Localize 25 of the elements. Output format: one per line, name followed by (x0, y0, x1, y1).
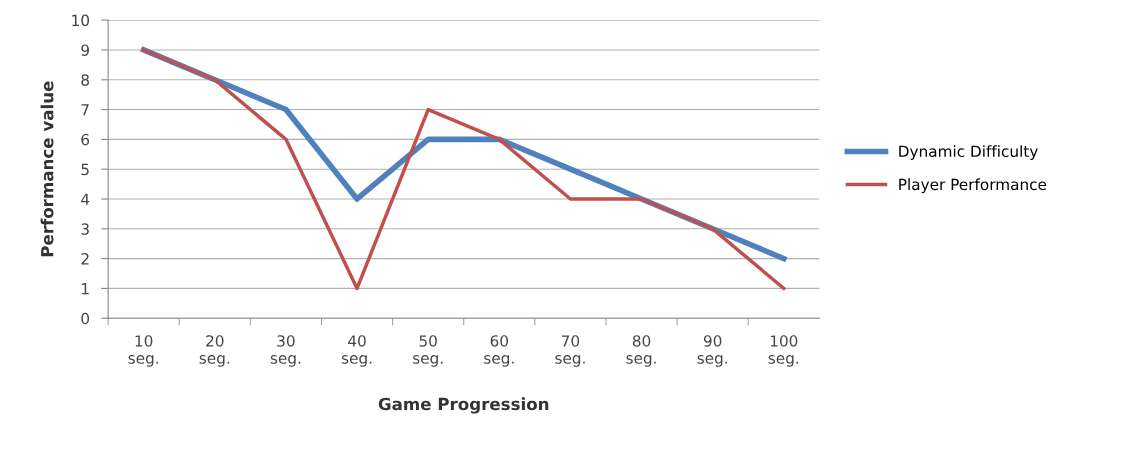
y-tick-label: 0 (81, 312, 90, 325)
x-tick-label: 70 seg. (555, 335, 585, 367)
x-tick-label: 20 seg. (199, 335, 230, 367)
y-tick-label: 9 (81, 44, 89, 56)
x-tick-label: 100 seg. (768, 335, 799, 367)
x-axis-title: Game Progression (378, 397, 549, 414)
y-tick-label: 1 (82, 283, 89, 295)
x-tick-label: 90 seg. (697, 335, 727, 367)
y-tick-label: 2 (81, 253, 89, 265)
y-tick-label: 3 (81, 223, 89, 235)
y-tick-label: 4 (81, 193, 90, 205)
legend-label: Dynamic Difficulty (899, 145, 1038, 161)
x-tick-label: 50 seg. (413, 335, 443, 367)
y-axis-title: Performance value (40, 81, 54, 257)
legend-label: Player Performance (899, 178, 1047, 194)
y-tick-label: 5 (81, 163, 89, 176)
x-tick-label: 60 seg. (484, 335, 514, 367)
x-tick-label: 30 seg. (270, 335, 301, 367)
y-tick-label: 8 (81, 74, 90, 86)
y-tick-label: 6 (81, 133, 90, 146)
y-tick-label: 10 (72, 14, 90, 27)
x-tick-label: 10 seg. (128, 335, 158, 367)
y-tick-label: 7 (81, 104, 89, 116)
x-tick-label: 80 seg. (626, 335, 656, 367)
x-tick-label: 40 seg. (341, 335, 372, 367)
